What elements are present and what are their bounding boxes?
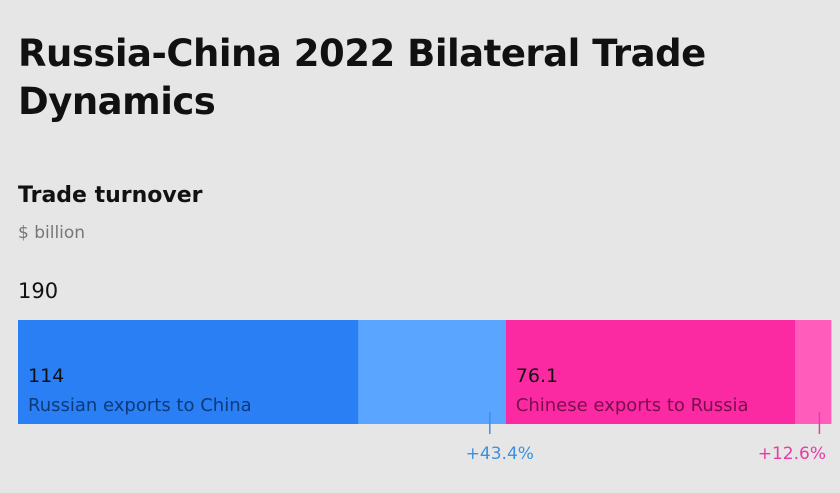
russia-exports-base-bar bbox=[18, 320, 359, 424]
china-value-label: 76.1 bbox=[516, 365, 558, 387]
china-growth-label: +12.6% bbox=[758, 444, 826, 464]
chart-title: Russia-China 2022 Bilateral Trade Dynami… bbox=[18, 32, 706, 123]
total-label: 190 bbox=[18, 279, 59, 303]
china-series-label: Chinese exports to Russia bbox=[516, 395, 749, 416]
russia-growth-label: +43.4% bbox=[466, 444, 534, 464]
china-exports-base-bar bbox=[505, 320, 796, 424]
russia-series-label: Russian exports to China bbox=[28, 395, 252, 416]
chart-subtitle: Trade turnover bbox=[18, 183, 203, 208]
russia-value-label: 114 bbox=[28, 365, 64, 387]
unit-label: $ billion bbox=[18, 223, 86, 243]
